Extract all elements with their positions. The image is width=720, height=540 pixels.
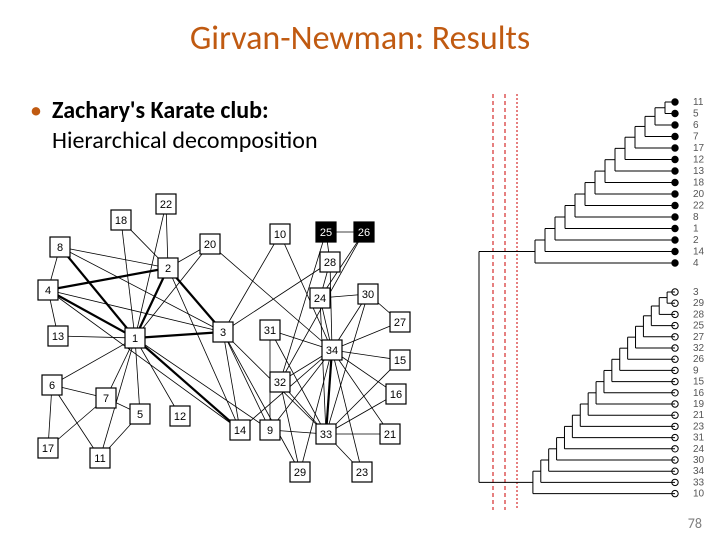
svg-text:23: 23 <box>693 421 705 432</box>
svg-text:15: 15 <box>394 355 406 367</box>
svg-text:11: 11 <box>94 453 105 465</box>
svg-text:16: 16 <box>390 389 402 401</box>
svg-text:20: 20 <box>204 239 216 251</box>
svg-text:33: 33 <box>320 429 332 441</box>
svg-text:18: 18 <box>693 178 705 189</box>
svg-text:21: 21 <box>693 410 705 421</box>
svg-text:6: 6 <box>693 120 699 131</box>
svg-text:7: 7 <box>103 393 109 405</box>
svg-text:29: 29 <box>693 298 705 309</box>
network-graph: 2218842201313675121411179102526282430273… <box>20 190 440 510</box>
svg-text:7: 7 <box>693 132 699 143</box>
bullet-sub: Hierarchical decomposition <box>52 126 318 156</box>
svg-text:15: 15 <box>693 377 705 388</box>
bullet-dot: • <box>30 96 42 125</box>
svg-text:5: 5 <box>693 109 699 120</box>
svg-text:11: 11 <box>693 97 704 108</box>
svg-text:8: 8 <box>57 242 63 254</box>
svg-text:3: 3 <box>220 327 226 339</box>
svg-text:28: 28 <box>324 257 336 269</box>
svg-text:8: 8 <box>693 212 699 223</box>
svg-text:12: 12 <box>693 155 705 166</box>
svg-text:1: 1 <box>132 333 138 345</box>
svg-text:2: 2 <box>693 235 699 246</box>
dendrogram: 1156717121318202281214432928252732269151… <box>465 92 715 512</box>
svg-text:3: 3 <box>693 287 699 298</box>
svg-text:21: 21 <box>384 429 396 441</box>
svg-text:16: 16 <box>693 388 705 399</box>
svg-text:26: 26 <box>358 227 370 239</box>
svg-text:12: 12 <box>174 411 186 423</box>
svg-text:13: 13 <box>693 166 705 177</box>
svg-text:4: 4 <box>693 258 699 269</box>
svg-text:23: 23 <box>356 467 368 479</box>
svg-text:20: 20 <box>693 189 705 200</box>
svg-text:34: 34 <box>693 466 705 477</box>
svg-text:13: 13 <box>52 331 64 343</box>
svg-text:29: 29 <box>294 467 306 479</box>
bullet: • Zachary's Karate club: Hierarchical dec… <box>30 96 318 156</box>
svg-text:33: 33 <box>693 477 705 488</box>
svg-text:31: 31 <box>693 433 705 444</box>
svg-text:10: 10 <box>274 229 286 241</box>
page-number: 78 <box>688 515 702 532</box>
svg-text:9: 9 <box>693 365 699 376</box>
svg-text:14: 14 <box>693 247 705 258</box>
svg-text:25: 25 <box>693 321 705 332</box>
svg-text:31: 31 <box>264 325 276 337</box>
svg-text:17: 17 <box>42 443 54 455</box>
svg-text:14: 14 <box>234 425 246 437</box>
svg-text:18: 18 <box>115 215 127 227</box>
svg-text:24: 24 <box>693 444 705 455</box>
svg-text:26: 26 <box>693 354 705 365</box>
svg-text:27: 27 <box>693 332 705 343</box>
svg-text:30: 30 <box>362 289 374 301</box>
svg-text:10: 10 <box>693 489 705 500</box>
svg-text:22: 22 <box>693 201 705 212</box>
svg-text:34: 34 <box>326 345 338 357</box>
svg-text:17: 17 <box>693 143 705 154</box>
slide-title: Girvan-Newman: Results <box>0 18 720 59</box>
svg-text:25: 25 <box>320 227 332 239</box>
svg-text:9: 9 <box>267 425 273 437</box>
svg-text:2: 2 <box>165 263 171 275</box>
bullet-lead: Zachary's Karate club: <box>52 96 269 125</box>
svg-text:1: 1 <box>693 224 699 235</box>
svg-text:19: 19 <box>693 399 705 410</box>
svg-text:4: 4 <box>45 285 51 297</box>
svg-text:32: 32 <box>274 377 286 389</box>
svg-text:28: 28 <box>693 309 705 320</box>
svg-text:32: 32 <box>693 343 705 354</box>
svg-text:30: 30 <box>693 455 705 466</box>
svg-text:6: 6 <box>49 380 55 392</box>
svg-text:22: 22 <box>160 199 172 211</box>
svg-text:24: 24 <box>314 293 326 305</box>
svg-text:5: 5 <box>137 409 143 421</box>
svg-text:27: 27 <box>394 317 406 329</box>
